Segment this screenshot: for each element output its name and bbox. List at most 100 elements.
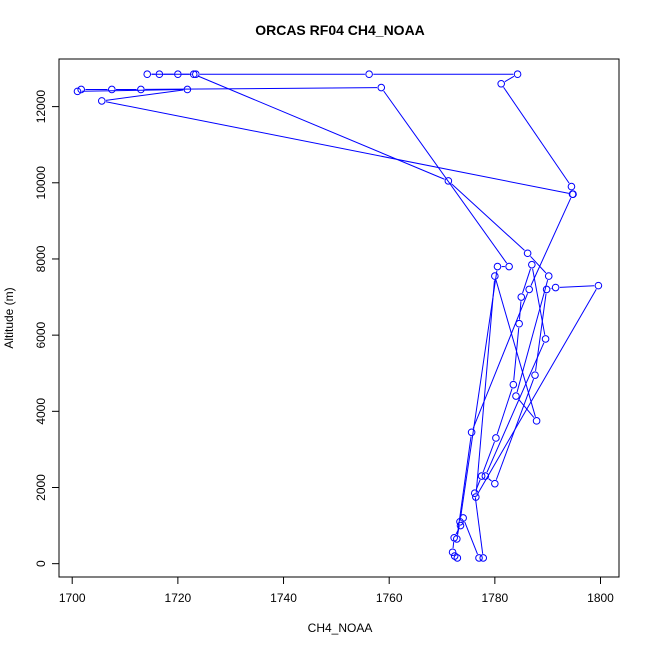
- x-tick-label: 1720: [165, 591, 192, 605]
- data-point: [505, 262, 513, 271]
- data-point: [567, 182, 576, 191]
- y-tick-label: 0: [34, 560, 48, 567]
- data-point: [532, 417, 541, 425]
- data-point: [467, 428, 476, 437]
- y-tick-label: 12000: [34, 90, 48, 124]
- series-segment: [504, 75, 515, 83]
- data-point: [97, 97, 106, 105]
- y-axis-label: Altitude (m): [2, 287, 16, 348]
- x-tick-label: 1800: [587, 591, 614, 605]
- series-segment: [522, 268, 532, 294]
- data-point: [77, 85, 85, 94]
- data-point: [444, 177, 453, 185]
- series-segment: [81, 89, 184, 92]
- series-points: [73, 70, 603, 562]
- data-point: [183, 85, 192, 94]
- data-point: [493, 262, 502, 271]
- data-point: [491, 479, 499, 488]
- series-segment: [474, 497, 484, 554]
- data-point: [475, 554, 483, 562]
- data-point: [108, 85, 116, 94]
- data-point: [528, 260, 536, 269]
- data-point: [189, 70, 198, 79]
- series-segment: [464, 521, 478, 555]
- series-segment: [456, 436, 472, 535]
- data-point: [377, 83, 386, 92]
- data-point: [155, 70, 164, 79]
- series-segment: [495, 279, 536, 417]
- data-point: [517, 293, 526, 301]
- series-segment: [477, 289, 597, 494]
- plot-frame: [58, 58, 620, 578]
- data-point: [143, 70, 152, 79]
- data-point: [453, 535, 461, 543]
- series-segment: [451, 183, 525, 251]
- data-point: [513, 70, 522, 79]
- data-point: [492, 434, 500, 442]
- series-segment: [530, 255, 547, 274]
- data-point: [73, 87, 82, 96]
- y-tick-label: 6000: [34, 321, 48, 348]
- data-point: [472, 493, 480, 501]
- y-axis: 0 2000 4000 6000 8000 10000 12000: [34, 90, 60, 567]
- x-tick-label: 1780: [481, 591, 508, 605]
- series-segment: [452, 541, 455, 549]
- series-segment: [488, 478, 492, 482]
- data-point: [491, 272, 499, 280]
- series-segment: [486, 342, 545, 473]
- series-segment: [516, 280, 549, 393]
- data-point: [448, 548, 457, 557]
- series-segment: [475, 280, 495, 493]
- x-tick-label: 1740: [270, 591, 297, 605]
- series-segment: [105, 89, 184, 101]
- data-point: [137, 85, 145, 94]
- series-segment: [472, 293, 529, 429]
- data-point: [192, 70, 200, 79]
- data-point: [477, 472, 486, 480]
- y-tick-label: 10000: [34, 166, 48, 200]
- series-segment: [482, 441, 495, 473]
- series-segment: [503, 86, 570, 184]
- data-point: [456, 521, 465, 530]
- x-tick-label: 1760: [376, 591, 403, 605]
- data-point: [515, 319, 523, 328]
- series-segment: [559, 285, 595, 288]
- series-segment: [197, 75, 445, 180]
- data-point: [569, 190, 577, 199]
- data-point: [450, 552, 459, 560]
- series-segment: [535, 293, 547, 372]
- data-point: [594, 281, 603, 290]
- data-point: [512, 392, 520, 400]
- data-point: [551, 283, 560, 292]
- series-segment: [513, 327, 520, 381]
- chart-title: ORCAS RF04 CH4_NOAA: [255, 22, 425, 38]
- data-point: [365, 70, 373, 79]
- series-segment: [383, 90, 508, 264]
- x-axis: 1700 1720 1740 1760 1780 1800: [59, 576, 614, 605]
- data-point: [542, 285, 551, 294]
- data-point: [174, 70, 182, 79]
- series-segment: [532, 268, 546, 335]
- data-point: [479, 554, 488, 562]
- series-segment: [530, 197, 572, 286]
- x-tick-label: 1700: [59, 591, 86, 605]
- data-point: [481, 472, 490, 480]
- series-lines: [81, 73, 597, 555]
- data-point: [544, 272, 553, 280]
- data-point: [525, 285, 533, 294]
- series-segment: [105, 101, 570, 194]
- series-segment: [460, 270, 498, 518]
- data-point: [470, 489, 479, 498]
- data-point: [523, 249, 532, 258]
- y-tick-label: 2000: [34, 474, 48, 501]
- y-tick-label: 8000: [34, 245, 48, 272]
- y-tick-label: 4000: [34, 398, 48, 425]
- data-point: [456, 517, 464, 526]
- data-point: [531, 371, 539, 379]
- x-axis-label: CH4_NOAA: [308, 621, 373, 635]
- series-segment: [496, 388, 513, 435]
- series-segment: [518, 398, 535, 418]
- series-segment: [457, 525, 460, 535]
- data-point: [509, 380, 518, 389]
